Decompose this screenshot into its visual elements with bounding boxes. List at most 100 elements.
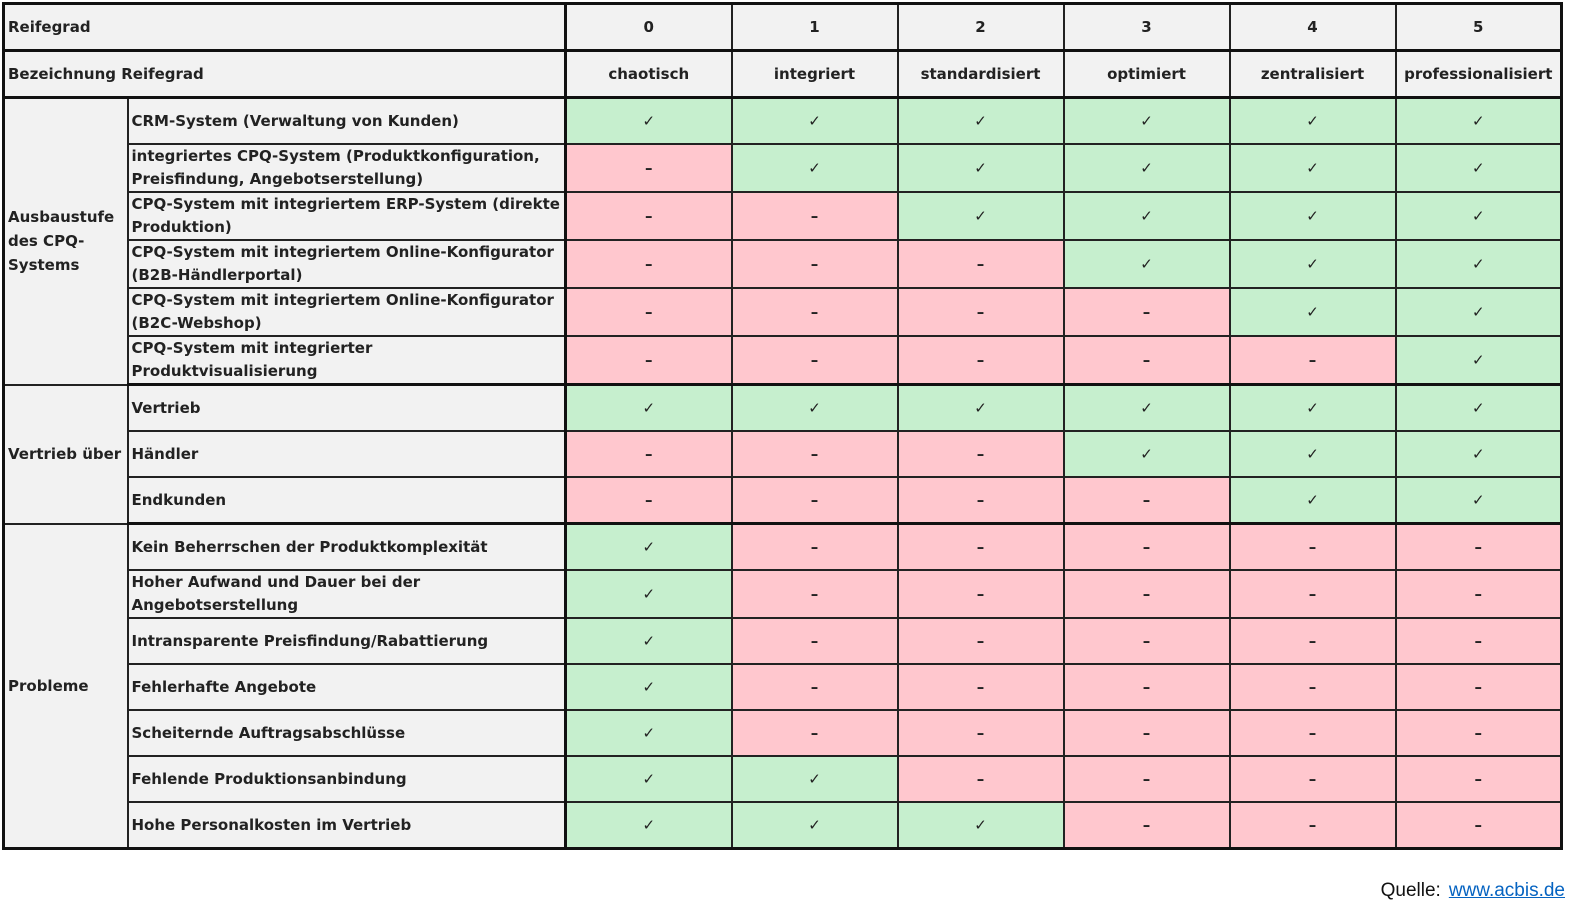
level-name: integriert (730, 49, 899, 99)
dash-icon: – (730, 709, 899, 757)
dash-icon: – (1228, 522, 1397, 571)
check-mark-icon: ✓ (1394, 143, 1563, 193)
row-label: CPQ-System mit integriertem Online-Konfi… (126, 239, 567, 289)
level-number: 5 (1394, 2, 1563, 52)
dash-icon: – (564, 430, 733, 478)
check-mark-icon: ✓ (896, 143, 1065, 193)
level-name: optimiert (1062, 49, 1231, 99)
check-mark-icon: ✓ (1228, 383, 1397, 432)
table-row: CPQ-System mit integriertem Online-Konfi… (4, 287, 1563, 337)
maturity-matrix-table: Reifegrad 0 1 2 3 4 5 Bezeichnung Reifegrad chao… (2, 2, 1563, 850)
check-mark-icon: ✓ (564, 96, 733, 145)
level-number: 2 (896, 2, 1065, 52)
dash-icon: – (1228, 801, 1397, 850)
dash-icon: – (1394, 663, 1563, 711)
table-row: Fehlende Produktionsanbindung ✓ ✓ – – – – (4, 755, 1563, 803)
check-mark-icon: ✓ (730, 96, 899, 145)
level-number: 1 (730, 2, 899, 52)
table-row: Hohe Personalkosten im Vertrieb ✓ ✓ ✓ – – – (4, 801, 1563, 850)
level-name: chaotisch (564, 49, 733, 99)
table-row: Hoher Aufwand und Dauer bei der Angebots… (4, 569, 1563, 619)
group-title: Ausbaustufe des CPQ-Systems (2, 96, 129, 386)
table-row: Intransparente Preisfindung/Rabattierung… (4, 617, 1563, 665)
row-label: CPQ-System mit integrierter Produktvisua… (126, 335, 567, 386)
table-row: CPQ-System mit integrierter Produktvisua… (4, 335, 1563, 386)
level-name: standardisiert (896, 49, 1065, 99)
row-label: CPQ-System mit integriertem ERP-System (… (126, 191, 567, 241)
check-mark-icon: ✓ (1394, 476, 1563, 525)
check-mark-icon: ✓ (564, 709, 733, 757)
table-row: Endkunden – – – – ✓ ✓ (4, 476, 1563, 525)
dash-icon: – (896, 569, 1065, 619)
dash-icon: – (896, 335, 1065, 386)
dash-icon: – (1062, 569, 1231, 619)
dash-icon: – (564, 239, 733, 289)
check-mark-icon: ✓ (1228, 239, 1397, 289)
row-label: Hohe Personalkosten im Vertrieb (126, 801, 567, 850)
dash-icon: – (1062, 476, 1231, 525)
check-mark-icon: ✓ (1394, 430, 1563, 478)
row-label: Intransparente Preisfindung/Rabattierung (126, 617, 567, 665)
dash-icon: – (564, 476, 733, 525)
check-mark-icon: ✓ (896, 96, 1065, 145)
check-mark-icon: ✓ (1394, 383, 1563, 432)
dash-icon: – (1062, 617, 1231, 665)
dash-icon: – (730, 335, 899, 386)
source-link[interactable]: www.acbis.de (1448, 880, 1565, 901)
check-mark-icon: ✓ (564, 383, 733, 432)
dash-icon: – (1062, 522, 1231, 571)
check-mark-icon: ✓ (1394, 96, 1563, 145)
check-mark-icon: ✓ (564, 755, 733, 803)
dash-icon: – (1394, 569, 1563, 619)
table-row: integriertes CPQ-System (Produktkonfigur… (4, 143, 1563, 193)
dash-icon: – (564, 287, 733, 337)
level-name: zentralisiert (1228, 49, 1397, 99)
row-label: Händler (126, 430, 567, 478)
check-mark-icon: ✓ (896, 383, 1065, 432)
row-label: Hoher Aufwand und Dauer bei der Angebots… (126, 569, 567, 619)
dash-icon: – (730, 476, 899, 525)
check-mark-icon: ✓ (1394, 239, 1563, 289)
check-mark-icon: ✓ (1228, 476, 1397, 525)
check-mark-icon: ✓ (1394, 287, 1563, 337)
dash-icon: – (896, 663, 1065, 711)
level-number: 3 (1062, 2, 1231, 52)
table-row: Ausbaustufe des CPQ-Systems CRM-System (V… (2, 96, 1563, 386)
check-mark-icon: ✓ (730, 801, 899, 850)
row-label: Kein Beherrschen der Produktkomplexität (126, 522, 567, 571)
level-number: 4 (1228, 2, 1397, 52)
header-row-name: Bezeichnung Reifegrad chaotisch integriert… (2, 49, 1563, 99)
dash-icon: – (564, 143, 733, 193)
dash-icon: – (896, 522, 1065, 571)
dash-icon: – (896, 476, 1065, 525)
dash-icon: – (1062, 709, 1231, 757)
dash-icon: – (896, 430, 1065, 478)
dash-icon: – (1394, 755, 1563, 803)
check-mark-icon: ✓ (564, 522, 733, 571)
dash-icon: – (1394, 522, 1563, 571)
dash-icon: – (564, 191, 733, 241)
dash-icon: – (1062, 755, 1231, 803)
dash-icon: – (1394, 801, 1563, 850)
group-title: Vertrieb über (2, 383, 129, 525)
dash-icon: – (730, 663, 899, 711)
dash-icon: – (1228, 663, 1397, 711)
check-mark-icon: ✓ (1228, 143, 1397, 193)
check-mark-icon: ✓ (1394, 335, 1563, 386)
dash-icon: – (564, 335, 733, 386)
dash-icon: – (896, 617, 1065, 665)
dash-icon: – (730, 191, 899, 241)
row-label: Scheiternde Auftragsabschlüsse (126, 709, 567, 757)
check-mark-icon: ✓ (896, 191, 1065, 241)
dash-icon: – (896, 755, 1065, 803)
check-mark-icon: ✓ (1062, 239, 1231, 289)
source-label: Quelle: (1380, 880, 1441, 901)
bezeichnung-label: Bezeichnung Reifegrad (2, 49, 567, 99)
dash-icon: – (896, 709, 1065, 757)
check-mark-icon: ✓ (1228, 287, 1397, 337)
row-label: CRM-System (Verwaltung von Kunden) (126, 96, 567, 145)
check-mark-icon: ✓ (730, 755, 899, 803)
dash-icon: – (1228, 569, 1397, 619)
check-mark-icon: ✓ (1228, 430, 1397, 478)
check-mark-icon: ✓ (564, 617, 733, 665)
